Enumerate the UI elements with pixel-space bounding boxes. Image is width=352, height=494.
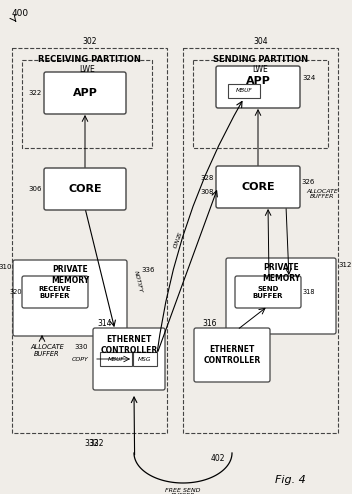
Text: LWE: LWE [253,66,268,75]
Text: CORE: CORE [68,184,102,194]
Text: 312: 312 [338,262,351,268]
Text: FREE SEND
BUFFER: FREE SEND BUFFER [165,488,201,494]
FancyBboxPatch shape [133,352,157,366]
Text: CORE: CORE [241,182,275,192]
Text: 402: 402 [211,453,225,462]
Bar [183,48,338,433]
Text: 318: 318 [303,289,315,295]
Text: RECEIVE
BUFFER: RECEIVE BUFFER [39,286,71,298]
FancyBboxPatch shape [194,328,270,382]
Text: 320: 320 [10,289,22,295]
FancyBboxPatch shape [93,328,165,390]
Text: NOTIFY: NOTIFY [133,270,143,293]
Text: COPY: COPY [72,357,89,362]
Text: 328: 328 [201,175,214,181]
Text: 330: 330 [74,344,88,350]
Text: 332: 332 [85,439,99,448]
FancyBboxPatch shape [235,276,301,308]
Text: SEND: SEND [170,231,180,249]
Text: 316: 316 [203,319,217,328]
Text: PRIVATE
MEMORY: PRIVATE MEMORY [262,263,300,283]
Text: ALLOCATE
BUFFER: ALLOCATE BUFFER [306,189,338,200]
FancyBboxPatch shape [22,276,88,308]
Text: 326: 326 [301,179,314,185]
Text: PRIVATE
MEMORY: PRIVATE MEMORY [51,265,89,285]
Text: Fig. 4: Fig. 4 [275,475,306,485]
Bar [22,60,152,148]
Text: 302: 302 [82,38,97,46]
Text: 314: 314 [98,319,112,328]
Text: 308: 308 [201,189,214,195]
Text: 332: 332 [90,439,104,448]
FancyBboxPatch shape [216,66,300,108]
FancyBboxPatch shape [13,260,127,336]
Text: ETHERNET
CONTROLLER: ETHERNET CONTROLLER [100,335,158,355]
FancyBboxPatch shape [44,168,126,210]
Text: MBUF: MBUF [235,88,252,93]
Text: APP: APP [246,76,270,86]
Bar [193,60,328,148]
Text: SEND
BUFFER: SEND BUFFER [253,286,283,298]
Text: 322: 322 [29,90,42,96]
Text: 304: 304 [253,38,268,46]
Text: 324: 324 [302,75,315,81]
FancyBboxPatch shape [216,166,300,208]
Text: RECEIVING PARTITION: RECEIVING PARTITION [38,55,141,65]
Text: 400: 400 [12,9,29,18]
FancyBboxPatch shape [44,72,126,114]
Text: LWE: LWE [79,66,95,75]
FancyBboxPatch shape [228,84,260,98]
Text: APP: APP [73,88,98,98]
Bar [12,48,167,433]
Text: ALLOCATE
BUFFER: ALLOCATE BUFFER [30,343,64,357]
Text: SENDING PARTITION: SENDING PARTITION [213,55,308,65]
Text: 306: 306 [29,186,42,192]
FancyBboxPatch shape [226,258,336,334]
Text: MSG: MSG [138,357,152,362]
Text: 310: 310 [0,264,12,270]
Text: MBUF: MBUF [108,357,124,362]
FancyBboxPatch shape [100,352,132,366]
Text: 336: 336 [141,267,155,273]
Text: ETHERNET
CONTROLLER: ETHERNET CONTROLLER [203,345,260,365]
